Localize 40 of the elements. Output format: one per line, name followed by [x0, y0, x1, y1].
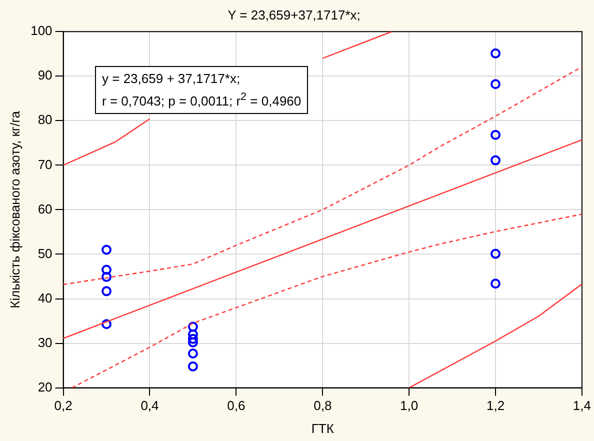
point: [490, 155, 501, 166]
y-tick-label: 100: [30, 23, 52, 38]
point: [188, 334, 198, 344]
y-tick-label: 60: [38, 201, 52, 216]
point: [102, 286, 112, 296]
y-tick-label: 80: [38, 112, 52, 128]
point: [102, 264, 112, 275]
point: [188, 322, 198, 332]
point: [102, 272, 112, 282]
point: [490, 48, 501, 58]
point: [490, 278, 501, 289]
y-tick-label: 30: [38, 334, 52, 350]
x-tick-label: 1,2: [486, 398, 505, 414]
point: [188, 329, 198, 340]
point: [490, 130, 501, 140]
x-tick-label: 0,2: [54, 398, 72, 414]
y-tick-label: 20: [38, 379, 52, 394]
point: [188, 337, 198, 348]
x-tick-label: 1,0: [400, 398, 418, 414]
x-tick-label: 0,6: [227, 398, 246, 414]
y-tick-label: 40: [38, 290, 52, 306]
point: [102, 244, 112, 255]
point: [188, 361, 198, 372]
annotation: y = 23,659 + 37,1717*x;: [102, 70, 242, 88]
point: [490, 248, 501, 259]
x-axis-title: ГТК: [311, 420, 334, 436]
x-tick-label: 0,8: [314, 398, 332, 414]
y-axis-title: Кількість фіксованого азоту, кг/га: [7, 110, 22, 308]
annotation: r = 0,7043; p = 0,0011; r$^{2}$ = 0,4960: [102, 90, 302, 110]
point: [102, 319, 112, 330]
x-tick-label: 0,4: [140, 398, 159, 414]
line-series: [71, 214, 582, 388]
y-tick-label: 70: [38, 156, 52, 172]
point: [490, 79, 501, 90]
chart-title: Y = 23,659+37,1717*x;: [228, 7, 360, 22]
x-tick-label: 1,4: [572, 398, 592, 414]
y-tick-label: 50: [38, 246, 52, 261]
point: [188, 348, 198, 359]
line-series: [63, 66, 582, 286]
y-tick-label: 90: [38, 68, 52, 83]
